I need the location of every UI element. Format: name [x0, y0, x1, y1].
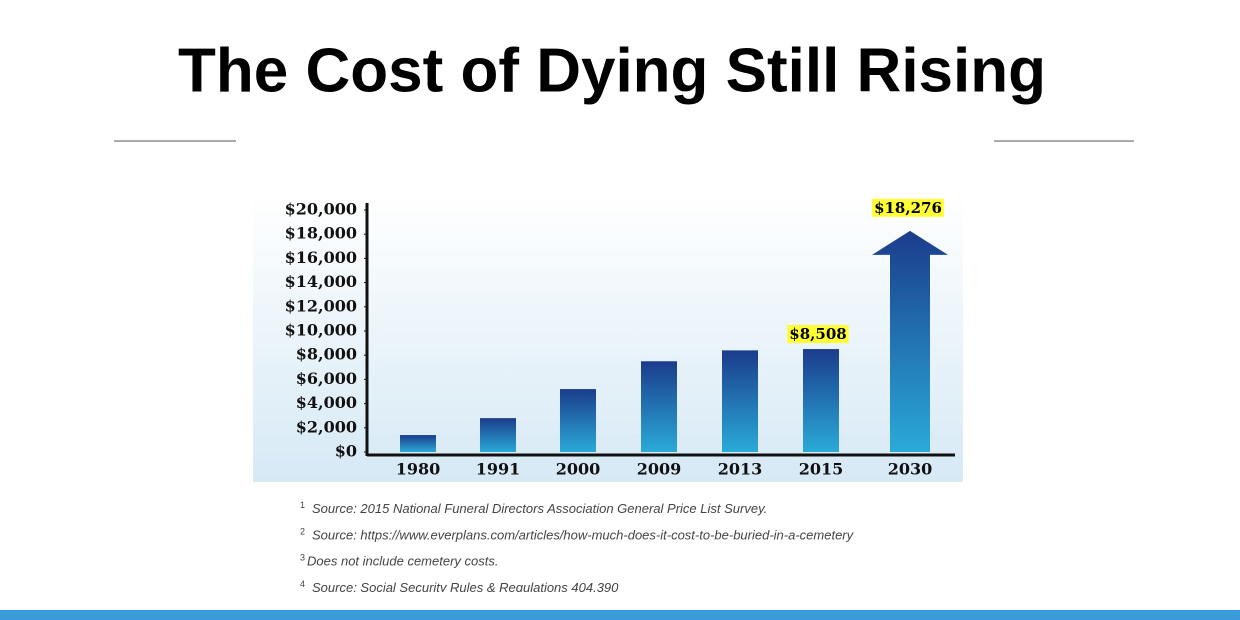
- y-tick-label: $10,000: [285, 321, 357, 340]
- bar: [560, 389, 596, 452]
- x-tick-label: 1991: [476, 460, 521, 479]
- footnote-text: Does not include cemetery costs.: [307, 554, 498, 569]
- bar: [641, 361, 677, 452]
- y-tick-label: $14,000: [285, 272, 357, 291]
- value-label-bg: [787, 325, 849, 344]
- x-tick-label: 1980: [396, 460, 441, 479]
- slide-title: The Cost of Dying Still Rising: [178, 36, 1046, 105]
- footnote-text: Source: Social Security Rules & Regulati…: [312, 580, 619, 595]
- arrow-bar: [872, 230, 948, 452]
- x-tick-label: 2015: [799, 460, 844, 479]
- y-tick-label: $12,000: [285, 296, 357, 315]
- chart-panel: [253, 195, 963, 482]
- y-tick-label: $4,000: [296, 393, 357, 412]
- bottom-band: [0, 610, 1240, 620]
- value-label: $8,508: [789, 325, 846, 343]
- footnotes: 1 Source: 2015 National Funeral Directors…: [300, 500, 855, 595]
- x-tick-label: 2000: [556, 460, 601, 479]
- footnote-mark: 3: [300, 553, 305, 563]
- bar: [480, 418, 516, 452]
- footnote-text: Source: 2015 National Funeral Directors …: [312, 501, 767, 516]
- bar: [803, 349, 839, 452]
- y-tick-label: $2,000: [296, 417, 357, 436]
- y-tick-label: $0: [335, 442, 357, 461]
- y-tick-label: $6,000: [296, 369, 357, 388]
- x-tick-label: 2030: [888, 460, 933, 479]
- footnote-mark: 1: [300, 500, 305, 510]
- bar: [722, 350, 758, 452]
- chart: $0 $2,000 $4,000 $6,000 $8,000 $10,000 $12,000…: [285, 198, 955, 479]
- footnote-text: Source: https://www.everplans.com/articl…: [312, 527, 855, 542]
- value-label-bg: [872, 198, 944, 217]
- x-tick-label: 2013: [718, 460, 763, 479]
- y-tick-label: $8,000: [296, 345, 357, 364]
- y-tick-label: $16,000: [285, 248, 357, 267]
- x-tick-label: 2009: [637, 460, 682, 479]
- y-tick-label: $18,000: [285, 224, 357, 243]
- footnote-mark: 2: [300, 526, 305, 536]
- bar: [400, 435, 436, 452]
- y-tick-label: $20,000: [285, 200, 357, 219]
- footnote-mark: 4: [300, 579, 305, 589]
- value-label: $18,276: [874, 199, 942, 217]
